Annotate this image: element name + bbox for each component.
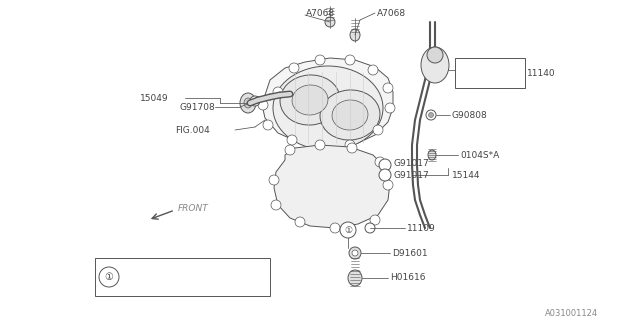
Ellipse shape bbox=[258, 100, 268, 110]
Ellipse shape bbox=[379, 169, 391, 181]
Ellipse shape bbox=[365, 223, 375, 233]
Polygon shape bbox=[262, 58, 393, 147]
Text: A50685 ('11MY1007- ): A50685 ('11MY1007- ) bbox=[126, 264, 219, 273]
Ellipse shape bbox=[370, 215, 380, 225]
Ellipse shape bbox=[332, 100, 368, 130]
Ellipse shape bbox=[315, 55, 325, 65]
Text: A031001124: A031001124 bbox=[545, 308, 598, 317]
Ellipse shape bbox=[429, 113, 433, 117]
Text: ①: ① bbox=[104, 272, 113, 282]
Ellipse shape bbox=[244, 98, 252, 108]
Ellipse shape bbox=[345, 55, 355, 65]
Ellipse shape bbox=[421, 47, 449, 83]
Ellipse shape bbox=[320, 90, 380, 140]
Text: ①: ① bbox=[344, 226, 352, 235]
Ellipse shape bbox=[240, 93, 256, 113]
Text: 15144: 15144 bbox=[452, 171, 481, 180]
Polygon shape bbox=[274, 145, 390, 228]
FancyBboxPatch shape bbox=[455, 58, 525, 88]
Text: H01616: H01616 bbox=[390, 274, 426, 283]
Ellipse shape bbox=[330, 223, 340, 233]
Ellipse shape bbox=[315, 140, 325, 150]
Ellipse shape bbox=[325, 17, 335, 27]
Ellipse shape bbox=[250, 96, 260, 106]
Text: A50635 ( -'11MY1007): A50635 ( -'11MY1007) bbox=[126, 281, 219, 290]
Ellipse shape bbox=[295, 217, 305, 227]
Ellipse shape bbox=[273, 87, 283, 97]
Ellipse shape bbox=[348, 270, 362, 286]
Ellipse shape bbox=[253, 99, 257, 103]
Ellipse shape bbox=[383, 83, 393, 93]
Ellipse shape bbox=[315, 142, 325, 152]
Circle shape bbox=[99, 267, 119, 287]
Ellipse shape bbox=[373, 125, 383, 135]
Ellipse shape bbox=[428, 150, 436, 160]
FancyBboxPatch shape bbox=[95, 258, 270, 296]
Ellipse shape bbox=[427, 47, 443, 63]
Text: G91017: G91017 bbox=[393, 158, 429, 167]
Ellipse shape bbox=[383, 180, 393, 190]
Ellipse shape bbox=[379, 159, 391, 171]
Text: FIG.004: FIG.004 bbox=[175, 125, 210, 134]
Text: G90808: G90808 bbox=[452, 110, 488, 119]
Text: 0104S*A: 0104S*A bbox=[460, 150, 499, 159]
Circle shape bbox=[340, 222, 356, 238]
Text: FRONT: FRONT bbox=[178, 204, 209, 212]
Ellipse shape bbox=[385, 103, 395, 113]
Ellipse shape bbox=[352, 250, 358, 256]
Ellipse shape bbox=[273, 66, 383, 150]
Text: 11140: 11140 bbox=[527, 68, 556, 77]
Ellipse shape bbox=[375, 157, 385, 167]
Ellipse shape bbox=[289, 63, 299, 73]
Ellipse shape bbox=[349, 247, 361, 259]
Text: D91601: D91601 bbox=[392, 249, 428, 258]
Ellipse shape bbox=[269, 175, 279, 185]
Text: A7068: A7068 bbox=[377, 9, 406, 18]
Ellipse shape bbox=[345, 140, 355, 150]
Ellipse shape bbox=[426, 110, 436, 120]
Text: A7068: A7068 bbox=[306, 9, 335, 18]
Ellipse shape bbox=[347, 143, 357, 153]
Ellipse shape bbox=[350, 29, 360, 41]
Ellipse shape bbox=[368, 65, 378, 75]
Ellipse shape bbox=[280, 75, 340, 125]
Ellipse shape bbox=[285, 145, 295, 155]
Text: 15049: 15049 bbox=[140, 93, 168, 102]
Ellipse shape bbox=[287, 135, 297, 145]
Ellipse shape bbox=[263, 120, 273, 130]
Text: G91708: G91708 bbox=[180, 102, 216, 111]
Ellipse shape bbox=[292, 85, 328, 115]
Text: G91017: G91017 bbox=[393, 171, 429, 180]
Text: 11109: 11109 bbox=[407, 223, 436, 233]
Ellipse shape bbox=[271, 200, 281, 210]
